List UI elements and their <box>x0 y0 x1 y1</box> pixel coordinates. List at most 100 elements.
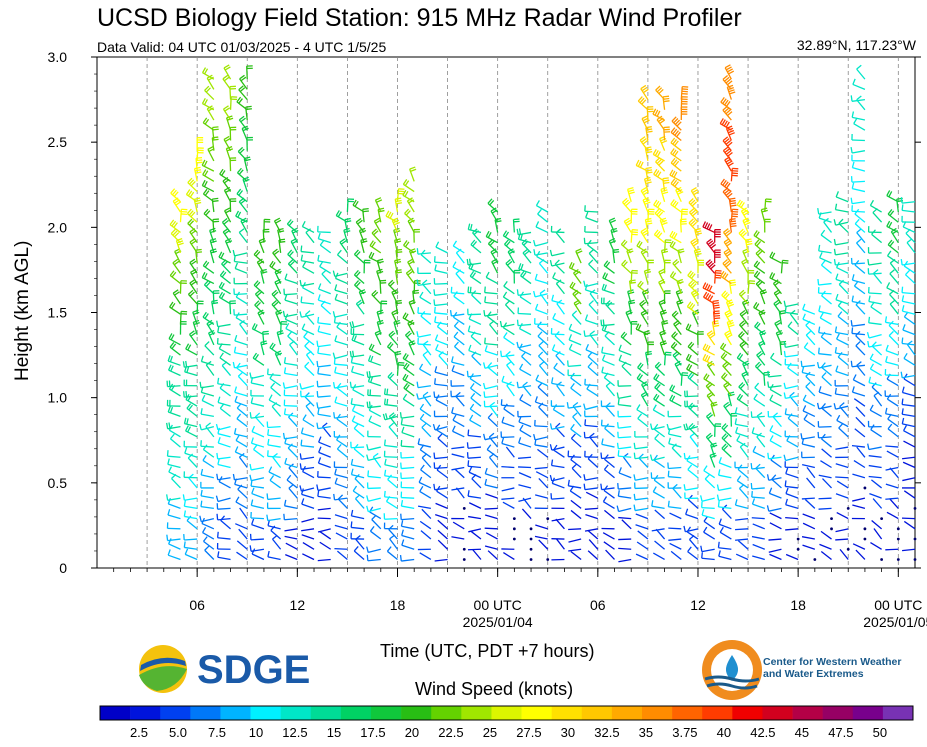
wind-barb-shaft <box>652 491 665 499</box>
wind-barb-shaft <box>209 250 215 264</box>
wind-barb-shaft <box>685 456 699 460</box>
wind-barb-shaft <box>551 231 565 234</box>
wind-barb-flag <box>366 444 369 451</box>
wind-barb-shaft <box>628 280 632 294</box>
wind-barb-shaft <box>651 477 665 480</box>
wind-barb-flag <box>383 388 386 395</box>
wind-barb-shaft <box>901 517 916 520</box>
wind-barb-flag <box>802 394 807 401</box>
wind-barb-shaft <box>504 304 515 315</box>
wind-barb-shaft <box>260 342 265 356</box>
wind-barb-shaft <box>889 293 899 305</box>
wind-barb-flag <box>352 350 355 357</box>
wind-barb-shaft <box>452 245 465 254</box>
wind-barb-flag <box>645 220 652 223</box>
wind-barb-shaft <box>284 528 298 532</box>
wind-barb-shaft <box>301 313 315 318</box>
wind-barb-shaft <box>551 252 565 257</box>
wind-barb-shaft <box>305 354 315 366</box>
wind-barb-shaft <box>752 555 765 561</box>
wind-barb-shaft <box>588 252 599 264</box>
wind-barb-shaft <box>553 367 565 377</box>
wind-barb-shaft <box>506 364 515 376</box>
wind-barb-shaft <box>184 505 198 510</box>
wind-barb-flag <box>550 459 554 466</box>
wind-barb-shaft <box>238 528 248 540</box>
wind-barb-flag <box>200 500 203 507</box>
wind-barb-flag <box>655 384 661 390</box>
wind-barb-flag <box>484 467 488 474</box>
wind-barb-shaft <box>518 442 532 448</box>
wind-barb-flag <box>583 330 586 337</box>
wind-barb-flag <box>646 130 653 133</box>
wind-barb-flag <box>738 353 744 360</box>
wind-barb-shaft <box>455 273 465 284</box>
wind-barb-flag <box>553 362 558 369</box>
wind-barb-shaft <box>469 408 482 417</box>
wind-barb-shaft <box>634 507 649 512</box>
wind-barb-shaft <box>643 332 649 346</box>
wind-barb-shaft <box>737 540 749 550</box>
wind-barb-flag <box>637 413 643 419</box>
wind-barb-flag <box>254 354 259 360</box>
wind-barb-flag <box>282 382 286 389</box>
wind-barb-flag <box>900 258 903 266</box>
wind-barb-shaft <box>217 497 231 503</box>
wind-barb-flag <box>569 281 574 288</box>
wind-barb-shaft <box>886 511 899 520</box>
wind-barb-shaft <box>868 446 882 451</box>
wind-barb-shaft <box>835 262 849 266</box>
wind-barb-flag <box>187 344 192 351</box>
wind-barb-shaft <box>753 398 766 407</box>
wind-barb-shaft <box>519 296 532 305</box>
wind-barb-flag <box>723 120 728 127</box>
colorbar-tick-label: 25 <box>483 725 497 740</box>
wind-barb-shaft <box>903 520 916 530</box>
wind-barb-shaft <box>250 485 265 489</box>
wind-barb-shaft <box>501 465 515 469</box>
wind-barb-shaft <box>738 335 749 346</box>
wind-barb-shaft <box>519 368 532 377</box>
wind-barb-shaft <box>622 201 632 213</box>
wind-barb-flag <box>850 197 853 204</box>
wind-barb-flag <box>720 178 725 185</box>
wind-barb-shaft <box>768 477 782 481</box>
wind-barb-flag <box>416 331 419 338</box>
wind-barb-shaft <box>402 398 415 407</box>
wind-barb-flag <box>856 228 862 234</box>
wind-barb-shaft <box>487 366 499 377</box>
wind-barb-shaft <box>612 250 616 264</box>
wind-barb-flag <box>468 258 472 265</box>
wind-barb-shaft <box>802 308 816 315</box>
wind-barb-shaft <box>602 532 615 540</box>
wind-barb-flag <box>521 351 527 357</box>
wind-barb-flag <box>688 279 694 286</box>
wind-barb-flag <box>707 434 713 440</box>
wind-barb-flag <box>368 401 371 408</box>
wind-barb-shaft <box>555 538 565 550</box>
wind-barb-shaft <box>856 242 866 254</box>
colorbar-swatch <box>250 706 281 720</box>
wind-barb-shaft <box>491 261 499 274</box>
wind-barb-shaft <box>772 416 782 428</box>
wind-barb-flag <box>209 332 216 336</box>
wind-barb-flag <box>255 301 262 308</box>
wind-barb-flag <box>316 422 319 429</box>
wind-barb-flag <box>317 232 321 239</box>
colorbar-tick-label: 47.5 <box>828 725 853 740</box>
wind-barb-flag <box>721 433 727 439</box>
wind-barb-flag <box>738 382 744 388</box>
y-tick-label: 2.0 <box>48 219 68 235</box>
wind-barb-flag <box>726 160 733 165</box>
wind-barb-flag <box>173 222 178 228</box>
wind-barb-flag <box>453 291 458 297</box>
x-tick-label: 18 <box>390 597 406 613</box>
wind-barb-shaft <box>672 487 682 499</box>
wind-barb-flag <box>317 367 320 374</box>
wind-barb-shaft <box>669 399 682 407</box>
wind-barb-flag <box>716 494 720 501</box>
wind-barb-flag <box>366 505 369 512</box>
wind-barb-flag <box>712 322 719 325</box>
wind-barb-flag <box>818 326 821 333</box>
wind-barb-flag <box>674 181 679 187</box>
